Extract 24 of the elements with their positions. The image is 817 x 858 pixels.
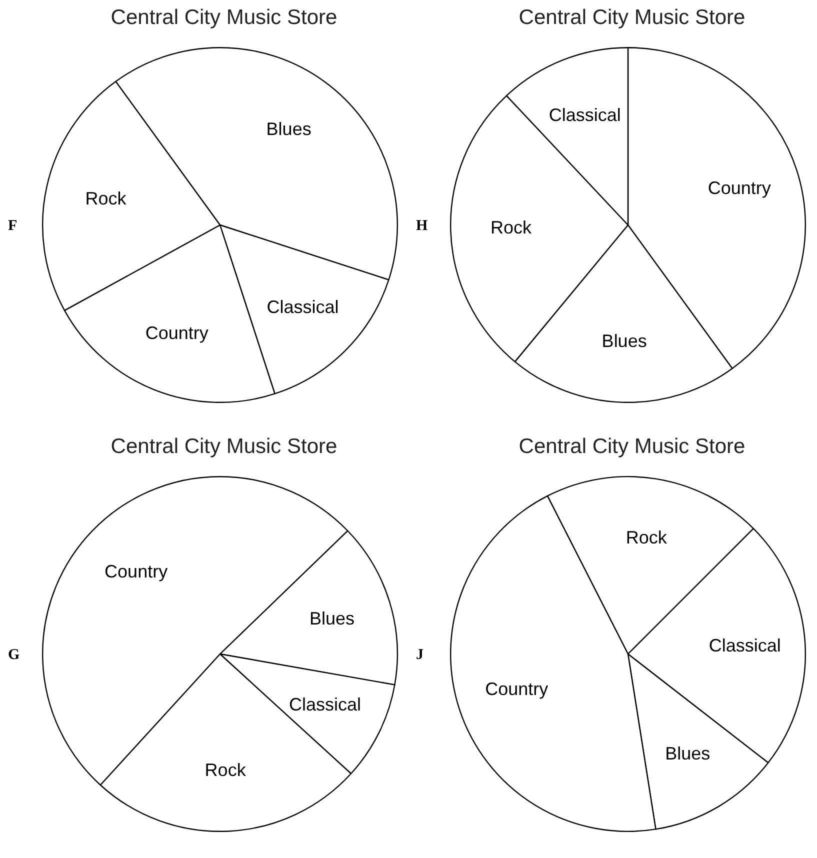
slice-label: Country <box>145 322 208 343</box>
slice-label: Classical <box>548 105 621 126</box>
chart-title: Central City Music Store <box>110 435 338 459</box>
slice-label: Rock <box>85 188 128 208</box>
text: H <box>416 218 428 235</box>
slice-label: Rock <box>626 527 668 548</box>
slice-label: Rock <box>490 218 532 238</box>
chart-title: Central City Music Store <box>518 435 746 459</box>
text: G <box>8 647 20 664</box>
chart-title: Central City Music Store <box>518 6 746 30</box>
slice-label: Classical <box>289 694 362 715</box>
slice-label: Rock <box>204 760 247 780</box>
slice-label: Country <box>104 561 168 582</box>
chart-title: Central City Music Store <box>110 6 338 30</box>
slice-label: Classical <box>708 636 781 656</box>
text: F <box>8 218 18 235</box>
slice-label: Country <box>485 679 548 700</box>
slice-label: Classical <box>266 296 339 317</box>
slice-label: Country <box>708 178 771 198</box>
slice-label: Blues <box>309 608 354 629</box>
slice-label: Blues <box>665 744 710 764</box>
slice-label: Blues <box>602 330 647 351</box>
slice-label: Blues <box>266 119 312 140</box>
text: J <box>416 647 424 664</box>
